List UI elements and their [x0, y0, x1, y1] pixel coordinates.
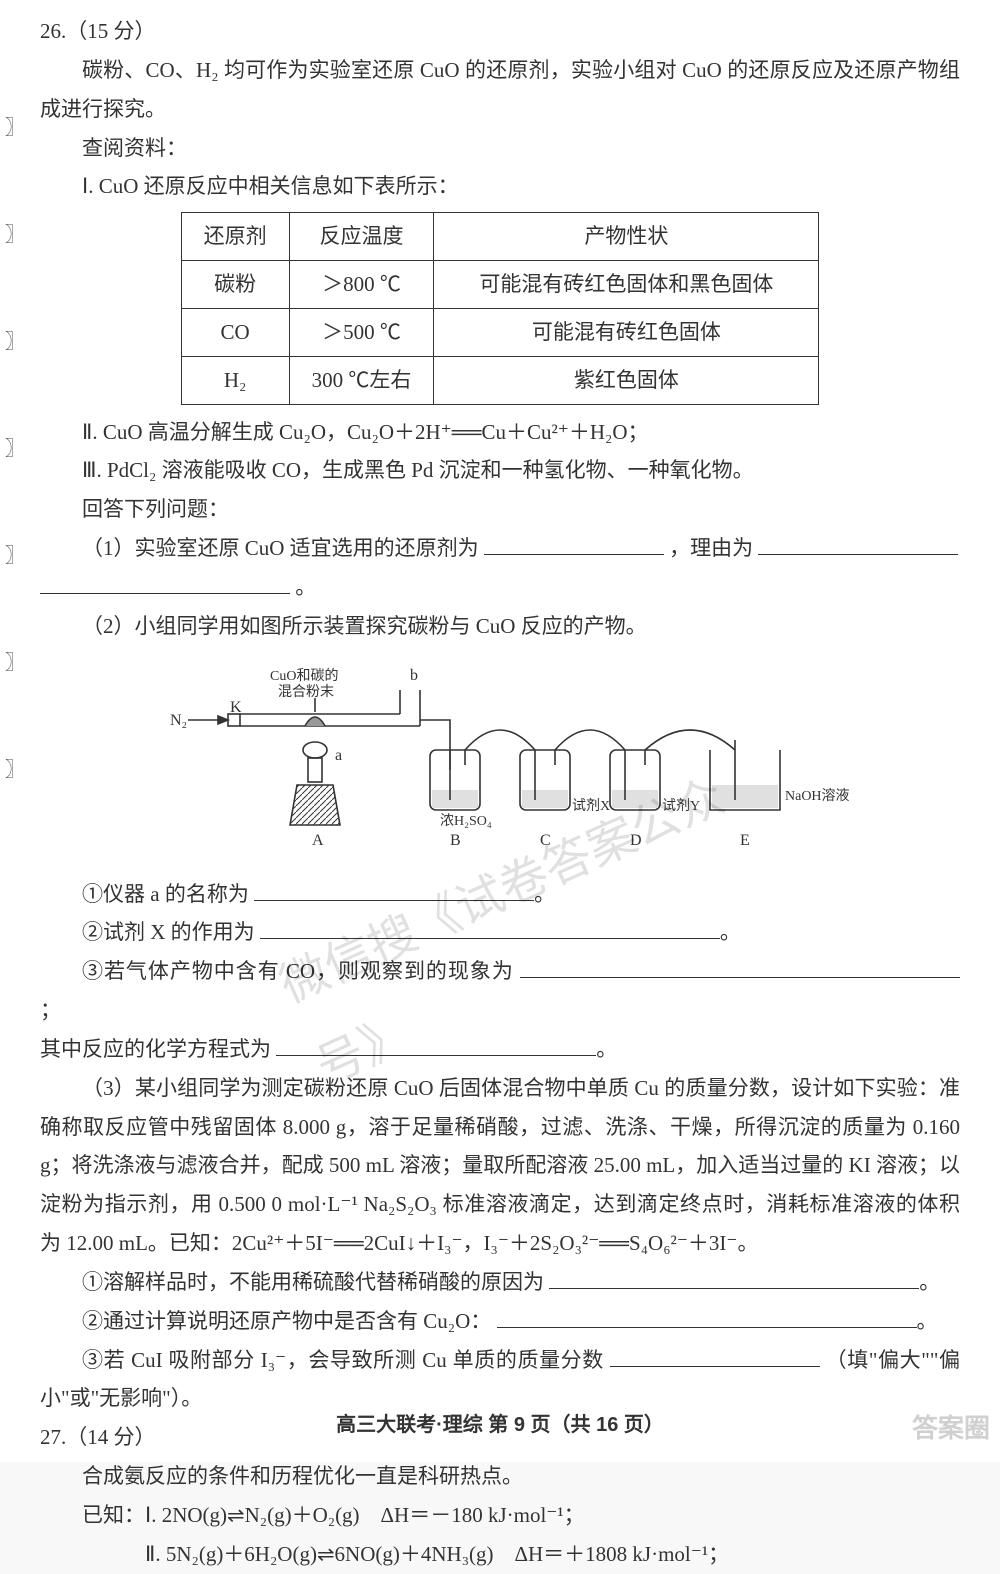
q3-2: ②通过计算说明还原产物中是否含有 Cu₂O：	[82, 1309, 491, 1333]
svg-text:试剂Y: 试剂Y	[662, 798, 700, 814]
q26-answer-header: 回答下列问题：	[40, 490, 960, 529]
col-reductant: 还原剂	[181, 213, 289, 261]
svg-text:b: b	[410, 667, 418, 684]
blank	[549, 1265, 919, 1289]
q1-text-b: ，理由为	[669, 536, 753, 560]
blank	[484, 531, 664, 555]
svg-text:CuO和碳的: CuO和碳的	[270, 668, 338, 684]
apparatus-diagram: N₂ K CuO和碳的 混合粉末 a A	[40, 650, 960, 873]
svg-text:D: D	[630, 832, 642, 849]
blank	[260, 915, 720, 939]
page-footer: 高三大联考·理综 第 9 页（共 16 页）	[0, 1407, 1000, 1444]
svg-text:a: a	[335, 747, 342, 764]
svg-text:C: C	[540, 832, 551, 849]
q3-1: ①溶解样品时，不能用稀硫酸代替稀硝酸的原因为	[82, 1270, 544, 1294]
q2-3b: 其中反应的化学方程式为	[40, 1037, 271, 1061]
blank	[758, 531, 958, 555]
blank	[520, 954, 960, 978]
blank	[276, 1032, 596, 1056]
q26-sub2-1: ①仪器 a 的名称为 。	[40, 875, 960, 914]
q26-sub2-3a: ③若气体产物中含有 CO，则观察到的现象为 ；	[40, 952, 960, 1030]
table-header-row: 还原剂 反应温度 产物性状	[181, 213, 819, 261]
svg-text:浓H₂SO₄: 浓H₂SO₄	[440, 813, 492, 829]
reduction-table: 还原剂 反应温度 产物性状 碳粉＞800 ℃可能混有砖红色固体和黑色固体 CO＞…	[181, 212, 820, 404]
q26-sub3-2: ②通过计算说明还原产物中是否含有 Cu₂O： 。	[40, 1302, 960, 1341]
svg-text:试剂X: 试剂X	[572, 798, 610, 814]
n2-label: N₂	[170, 712, 187, 729]
q26-info2: Ⅱ. CuO 高温分解生成 Cu₂O，Cu₂O＋2H⁺══Cu＋Cu²⁺＋H₂O…	[40, 413, 960, 452]
q26-sub3: （3）某小组同学为测定碳粉还原 CuO 后固体混合物中单质 Cu 的质量分数，设…	[40, 1069, 960, 1263]
q27-known2: Ⅱ. 5N₂(g)＋6H₂O(g)⇌6NO(g)＋4NH₃(g) ΔH＝＋180…	[40, 1535, 960, 1574]
q2-1: ①仪器 a 的名称为	[82, 882, 249, 906]
q1-text-a: （1）实验室还原 CuO 适宜选用的还原剂为	[82, 536, 479, 560]
q26-sub2-2: ②试剂 X 的作用为 。	[40, 913, 960, 952]
svg-text:B: B	[450, 832, 461, 849]
q26-sub1: （1）实验室还原 CuO 适宜选用的还原剂为 ，理由为	[40, 529, 960, 568]
q26-info3: Ⅲ. PdCl₂ 溶液能吸收 CO，生成黑色 Pd 沉淀和一种氢化物、一种氧化物…	[40, 451, 960, 490]
q1-text-c: 。	[295, 575, 316, 599]
col-temp: 反应温度	[289, 213, 434, 261]
q27-p1: 合成氨反应的条件和历程优化一直是科研热点。	[40, 1457, 960, 1496]
table-row: H₂300 ℃左右紫红色固体	[181, 356, 819, 404]
q27-known1: 已知：Ⅰ. 2NO(g)⇌N₂(g)＋O₂(g) ΔH＝－180 kJ·mol⁻…	[40, 1496, 960, 1535]
svg-text:混合粉末: 混合粉末	[278, 684, 334, 700]
q26-sub2: （2）小组同学用如图所示装置探究碳粉与 CuO 反应的产物。	[40, 607, 960, 646]
svg-text:E: E	[740, 832, 750, 849]
col-product: 产物性状	[434, 213, 819, 261]
blank	[610, 1343, 820, 1367]
q26-sub3-1: ①溶解样品时，不能用稀硫酸代替稀硝酸的原因为 。	[40, 1263, 960, 1302]
svg-text:A: A	[312, 832, 324, 849]
blank	[40, 570, 290, 594]
q26-info1: Ⅰ. CuO 还原反应中相关信息如下表所示：	[40, 167, 960, 206]
q26-header: 26.（15 分）	[40, 12, 960, 51]
q26-p1: 碳粉、CO、H₂ 均可作为实验室还原 CuO 的还原剂，实验小组对 CuO 的还…	[40, 51, 960, 129]
blank	[497, 1304, 917, 1328]
q26-lookup: 查阅资料：	[40, 129, 960, 168]
table-row: CO＞500 ℃可能混有砖红色固体	[181, 308, 819, 356]
svg-text:NaOH溶液: NaOH溶液	[785, 788, 850, 804]
q26-sub2-3b: 其中反应的化学方程式为 。	[40, 1030, 960, 1069]
table-row: 碳粉＞800 ℃可能混有砖红色固体和黑色固体	[181, 261, 819, 309]
blank	[254, 876, 534, 900]
q2-2: ②试剂 X 的作用为	[82, 920, 255, 944]
binding-marks: 〗〗〗〗〗〗〗	[4, 110, 26, 859]
q3-3a: ③若 CuI 吸附部分 I₃⁻，会导致所测 Cu 单质的质量分数	[82, 1348, 604, 1372]
q26-sub1-cont: 。	[40, 568, 960, 607]
q2-3a: ③若气体产物中含有 CO，则观察到的现象为	[82, 959, 514, 983]
